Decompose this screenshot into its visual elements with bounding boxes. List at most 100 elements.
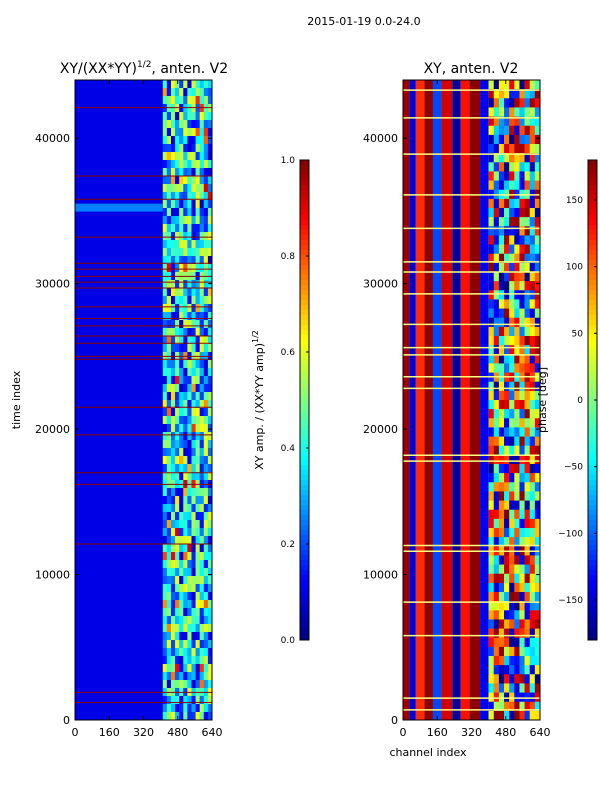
- left-heatmap-cell: [207, 296, 213, 305]
- right-heatmap-cell: [488, 299, 495, 309]
- left-heatmap-cell: [187, 304, 192, 313]
- left-heatmap-cell: [203, 576, 209, 585]
- left-heatmap-cell: [175, 512, 180, 521]
- right-heatmap-cell: [498, 80, 505, 90]
- left-heatmap-cell: [175, 448, 180, 457]
- left-heatmap-cell: [166, 248, 172, 257]
- right-heatmap-cell: [498, 134, 505, 145]
- right-heatmap-cell: [488, 217, 495, 227]
- left-heatmap-cell: [166, 360, 172, 369]
- right-heatmap-cell: [509, 400, 515, 410]
- right-heatmap-cell: [524, 692, 531, 703]
- right-heatmap-cell: [509, 637, 515, 648]
- phase-colorbar-step: [588, 490, 597, 496]
- left-heatmap-cell: [183, 280, 188, 289]
- amplitude-colorbar-step: [300, 530, 309, 536]
- right-heatmap-cell: [504, 445, 510, 456]
- right-heatmap-cell: [493, 509, 500, 520]
- left-heatmap-cell: [207, 80, 213, 89]
- right-heatmap-cell: [509, 491, 515, 501]
- right-heatmap-cell: [519, 198, 525, 209]
- left-heatmap-cell: [191, 680, 196, 689]
- right-heatmap-cell: [524, 134, 531, 145]
- left-heatmap-cell: [203, 192, 209, 201]
- right-heatmap-cell: [498, 491, 505, 501]
- right-heatmap-cell: [529, 418, 536, 428]
- left-heatmap-cell: [203, 328, 209, 337]
- left-heatmap-cell: [170, 96, 176, 105]
- left-heatmap-cell: [183, 304, 188, 313]
- phase-colorbar-step: [588, 635, 597, 641]
- right-heatmap-cell: [504, 308, 510, 319]
- left-heatmap-cell: [195, 128, 200, 137]
- left-heatmap-cell: [187, 328, 192, 337]
- phase-colorbar-step: [588, 440, 597, 446]
- left-heatmap-cell: [207, 336, 213, 345]
- left-heatmap-cell: [203, 488, 209, 497]
- left-heatmap-cell: [162, 112, 168, 121]
- right-heatmap-cell: [493, 692, 500, 703]
- left-heatmap-cell: [199, 528, 205, 537]
- right-heatmap-cell: [534, 381, 541, 392]
- left-heatmap-cell: [179, 632, 184, 641]
- left-heatmap-cell: [179, 488, 184, 497]
- left-heatmap-cell: [187, 256, 192, 265]
- right-heatmap-cell: [504, 473, 510, 483]
- left-heatmap-cell: [166, 600, 172, 609]
- right-heatmap-cell: [509, 555, 515, 565]
- left-heatmap-cell: [203, 200, 209, 209]
- right-heatmap-cell: [509, 436, 515, 447]
- left-heatmap-cell: [191, 496, 196, 505]
- right-heatmap-cell: [524, 400, 531, 410]
- left-heatmap-cell: [179, 80, 184, 89]
- right-heatmap-cell: [519, 619, 525, 629]
- right-heatmap-cell: [488, 582, 495, 593]
- right-heatmap-cell: [534, 701, 541, 712]
- left-heatmap-cell: [170, 400, 176, 409]
- phase-colorbar-step: [588, 585, 597, 591]
- right-heatmap-cell: [519, 354, 525, 364]
- right-heatmap-cell: [519, 409, 525, 419]
- right-heatmap-cell: [493, 381, 500, 392]
- right-heatmap-cell: [534, 89, 541, 99]
- left-heatmap-cell: [207, 168, 213, 177]
- right-heatmap-cell: [514, 381, 520, 392]
- amplitude-colorbar-step: [300, 520, 309, 526]
- right-heatmap-cell: [529, 464, 536, 474]
- right-heatmap-cell: [529, 710, 536, 721]
- left-x-tick-label: 320: [133, 726, 154, 739]
- right-heatmap-cell: [514, 710, 520, 721]
- left-heatmap-cell: [199, 560, 205, 569]
- left-heatmap-cell: [166, 416, 172, 425]
- amplitude-colorbar-step: [300, 165, 309, 171]
- right-heatmap-cell: [514, 198, 520, 209]
- left-heatmap-cell: [162, 624, 168, 633]
- left-heatmap-cell: [170, 368, 176, 377]
- right-heatmap-cell: [534, 345, 541, 355]
- left-heatmap-cell: [187, 616, 192, 625]
- left-heatmap-cell: [207, 448, 213, 457]
- left-heatmap-cell: [199, 240, 205, 249]
- left-heatmap-cell: [175, 400, 180, 409]
- left-heatmap-cell: [166, 464, 172, 473]
- left-heatmap-cell: [166, 296, 172, 305]
- right-heatmap-cell: [488, 464, 495, 474]
- left-heatmap-cell: [162, 136, 168, 145]
- left-heatmap-cell: [207, 424, 213, 433]
- left-heatmap-cell: [191, 112, 196, 121]
- right-heatmap-cell: [514, 436, 520, 447]
- left-heatmap-cell: [166, 128, 172, 137]
- left-heatmap-cell: [207, 528, 213, 537]
- left-heatmap-cell: [183, 360, 188, 369]
- right-heatmap-cell: [493, 473, 500, 483]
- right-heatmap-cell: [529, 198, 536, 209]
- left-heatmap-cell: [191, 664, 196, 673]
- right-heatmap-cell: [524, 500, 531, 511]
- phase-colorbar-step: [588, 260, 597, 266]
- left-heatmap-cell: [191, 560, 196, 569]
- left-heatmap-cell: [179, 664, 184, 673]
- right-heatmap-cell: [534, 299, 541, 309]
- left-heatmap-cell: [166, 200, 172, 209]
- right-heatmap-cell: [534, 573, 541, 584]
